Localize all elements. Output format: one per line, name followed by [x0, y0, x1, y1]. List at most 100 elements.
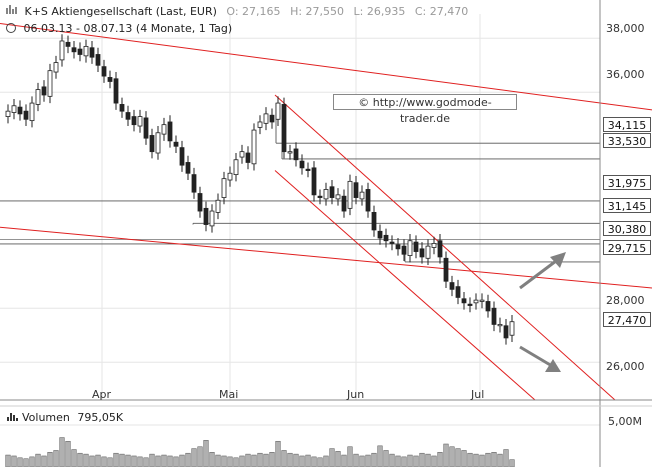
volume-bar — [227, 456, 233, 468]
level-label: 30,380 — [603, 221, 651, 236]
volume-bar — [401, 456, 407, 468]
candle-down — [329, 186, 335, 198]
volume-bar — [83, 453, 89, 468]
volume-bar — [155, 455, 161, 468]
volume-bar — [149, 453, 155, 468]
volume-bar — [113, 452, 119, 468]
volume-icon — [16, 418, 18, 421]
candle-down — [293, 148, 299, 161]
volume-bar — [509, 459, 515, 468]
volume-bar — [317, 457, 323, 468]
volume-bar — [35, 453, 41, 468]
volume-bar — [455, 448, 461, 468]
arrow-down-shaft — [519, 345, 553, 368]
candle-up — [215, 199, 221, 213]
candle-down — [131, 116, 137, 126]
volume-bar — [449, 446, 455, 468]
y-tick-label: 26,000 — [606, 360, 645, 373]
candle-down — [365, 189, 371, 212]
candle-up — [239, 151, 245, 158]
volume-bar — [65, 440, 71, 468]
grid-lines — [0, 14, 600, 400]
volume-bar — [167, 455, 173, 468]
volume-bar — [161, 454, 167, 468]
level-label: 33,530 — [603, 133, 651, 148]
candle-up — [335, 194, 341, 200]
volume-bar — [281, 450, 287, 468]
candle-down — [173, 141, 179, 147]
volume-bar — [383, 450, 389, 468]
chart-icon — [6, 5, 21, 18]
volume-bar — [53, 450, 59, 468]
candle-up — [347, 180, 353, 209]
arrow-up-icon — [550, 252, 566, 268]
volume-bar — [257, 452, 263, 468]
level-label: 31,975 — [603, 175, 651, 190]
volume-bar — [131, 455, 137, 468]
volume-bar — [71, 449, 77, 468]
volume-bar — [107, 457, 113, 468]
volume-bar — [341, 454, 347, 468]
candle-up — [29, 102, 35, 122]
volume-bar — [29, 456, 35, 468]
candle-up — [251, 129, 257, 165]
volume-icon — [10, 413, 12, 421]
volume-bar — [197, 446, 203, 468]
candle-up — [83, 45, 89, 57]
volume-bar — [335, 451, 341, 468]
candle-up — [53, 62, 59, 73]
volume-bar — [425, 453, 431, 468]
volume-bar — [431, 455, 437, 468]
candle-down — [65, 41, 71, 47]
volume-bar — [461, 450, 467, 468]
candle-up — [155, 132, 161, 154]
open-value: O: 27,165 — [226, 5, 281, 18]
candle-down — [503, 325, 509, 339]
volume-bar — [503, 449, 509, 468]
volume-icon — [13, 415, 15, 421]
volume-bar — [17, 457, 23, 468]
volume-bar — [89, 455, 95, 468]
trend-arrows — [519, 252, 566, 372]
volume-bar — [5, 454, 11, 468]
volume-bar — [329, 448, 335, 468]
candle-down — [377, 230, 383, 239]
volume-bar — [95, 454, 101, 468]
candle-up — [473, 299, 479, 304]
watermark: © http://www.godmode-trader.de — [333, 94, 517, 125]
candle-up — [359, 191, 365, 200]
volume-bar — [23, 458, 29, 468]
candle-down — [107, 77, 113, 82]
volume-bar — [203, 440, 209, 468]
candle-down — [119, 104, 125, 112]
candle-down — [437, 240, 443, 258]
candle-down — [413, 241, 419, 252]
candle-down — [383, 234, 389, 242]
volume-bar — [245, 453, 251, 468]
volume-bar — [287, 452, 293, 468]
candle-down — [401, 245, 407, 255]
y-tick-label: 36,000 — [606, 68, 645, 81]
candle-down — [317, 195, 323, 198]
volume-bar — [215, 454, 221, 468]
volume-bar — [359, 455, 365, 468]
candle-down — [461, 298, 467, 304]
x-tick-label: Mai — [219, 388, 239, 401]
candle-up — [11, 105, 17, 113]
volume-bar — [137, 456, 143, 468]
close-value: C: 27,470 — [414, 5, 469, 18]
volume-bar — [233, 457, 239, 468]
volume-bar — [41, 455, 47, 468]
volume-bar — [179, 454, 185, 468]
circle-minus-icon[interactable] — [6, 23, 16, 33]
arrow-down-icon — [545, 359, 561, 372]
volume-bars — [0, 413, 600, 468]
candle-up — [425, 245, 431, 259]
level-label: 27,470 — [603, 312, 651, 327]
volume-bar — [311, 456, 317, 468]
candle-down — [443, 257, 449, 282]
high-value: H: 27,550 — [290, 5, 345, 18]
downtrend-line-upper — [274, 94, 616, 401]
